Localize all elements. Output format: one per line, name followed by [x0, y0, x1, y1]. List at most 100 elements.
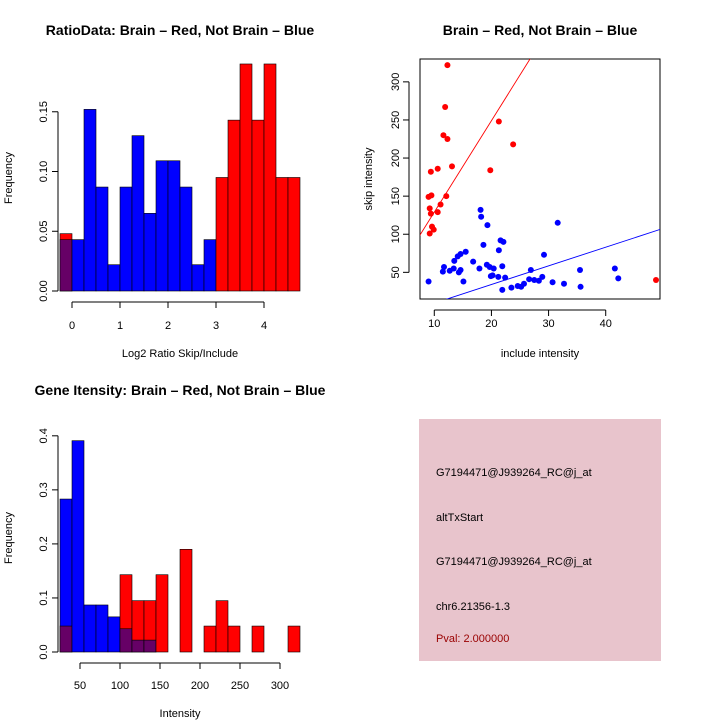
histogram-bar	[107, 616, 121, 653]
brain-point	[442, 104, 449, 110]
brain-point	[449, 163, 455, 170]
not-brain-point	[518, 283, 525, 290]
not-brain-point	[535, 277, 542, 284]
x-tick-label: 2	[165, 320, 171, 332]
x-tick-label: 40	[600, 318, 612, 330]
overlap-bar	[59, 625, 73, 653]
scatter-chart-title: Brain – Red, Not Brain – Blue	[443, 22, 638, 38]
y-tick-label: 100	[390, 225, 402, 243]
not-brain-point	[455, 269, 462, 276]
brain-point	[440, 132, 447, 139]
not-brain-point	[470, 258, 477, 265]
histogram-bar	[71, 239, 85, 292]
not-brain-point	[476, 265, 483, 272]
y-tick-label: 0.2	[38, 536, 50, 551]
not-brain-point	[454, 253, 461, 260]
not-brain-point	[577, 267, 583, 274]
brain-fit-line	[420, 59, 531, 236]
x-tick-label: 1	[117, 320, 123, 332]
brain-point	[443, 193, 450, 200]
histogram-bar	[119, 186, 133, 292]
not-brain-point	[539, 273, 546, 280]
not-brain-point	[446, 267, 453, 274]
info-box	[419, 419, 661, 661]
probe-id-text: G7194471@J939264_RC@j_at	[436, 467, 592, 479]
y-tick-label: 150	[390, 187, 402, 205]
y-tick-label: 0.3	[38, 482, 50, 497]
histogram-bar	[179, 549, 193, 653]
histogram-bar	[287, 625, 301, 653]
not-brain-point	[531, 276, 538, 283]
histogram-bar	[203, 239, 217, 292]
histogram-bar	[251, 625, 265, 653]
histogram-bar	[107, 264, 121, 292]
not-brain-point	[549, 279, 556, 286]
histogram-bar	[179, 186, 193, 292]
y-tick-label: 250	[390, 111, 402, 129]
x-tick-label: 300	[271, 680, 289, 692]
not-brain-point	[541, 251, 547, 258]
brain-point	[426, 205, 433, 212]
info-panel: G7194471@J939264_RC@j_at altTxStart G719…	[419, 419, 661, 661]
intensity-x-label: Intensity	[160, 708, 201, 720]
scatter-plot-frame	[419, 58, 661, 300]
probe-id-repeat-text: G7194471@J939264_RC@j_at	[436, 556, 592, 568]
brain-point	[426, 230, 433, 237]
histogram-bar	[263, 63, 277, 292]
brain-point	[444, 62, 451, 69]
not-brain-point	[526, 276, 533, 283]
not-brain-point	[490, 265, 497, 272]
histogram-bar	[95, 604, 109, 653]
intensity-histogram-panel: Gene Itensity: Brain – Red, Not Brain – …	[3, 382, 326, 720]
event-type-text: altTxStart	[436, 512, 483, 524]
not-brain-point	[495, 273, 502, 280]
pval-text: Pval: 2.000000	[436, 633, 509, 645]
brain-point	[487, 167, 494, 174]
x-tick-label: 30	[542, 318, 554, 330]
y-tick-label: 0.1	[38, 590, 50, 605]
brain-point	[425, 193, 432, 200]
intensity-bars	[59, 440, 301, 653]
y-tick-label: 0.05	[38, 221, 50, 242]
brain-point	[495, 118, 502, 125]
x-tick-label: 3	[213, 320, 219, 332]
ratio-y-axis: 0.00 0.05 0.10 0.15	[38, 101, 59, 302]
brain-point	[430, 226, 437, 233]
histogram-bar	[203, 625, 217, 653]
not-brain-point	[554, 219, 561, 226]
histogram-bar	[215, 177, 229, 292]
intensity-chart-title: Gene Itensity: Brain – Red, Not Brain – …	[35, 382, 326, 398]
brain-point	[427, 168, 434, 175]
histogram-bar	[167, 160, 181, 292]
not-brain-point	[480, 241, 487, 248]
not-brain-point	[527, 267, 534, 274]
histogram-bar	[287, 177, 301, 292]
brain-point	[444, 136, 451, 142]
not-brain-point	[477, 206, 484, 213]
x-tick-label: 50	[74, 680, 86, 692]
histogram-bar	[155, 160, 169, 292]
histogram-bar	[83, 604, 97, 653]
y-tick-label: 0.0	[38, 644, 50, 659]
scatter-x-axis: 10 20 30 40	[428, 309, 612, 330]
not-brain-point	[499, 286, 506, 293]
y-tick-label: 0.00	[38, 280, 50, 301]
x-tick-label: 0	[69, 320, 75, 332]
intensity-x-axis: 50 100 150 200 250 300	[74, 662, 289, 692]
not-brain-point	[508, 284, 515, 291]
histogram-bar	[251, 119, 265, 292]
not-brain-point	[500, 238, 507, 245]
overlap-bar	[143, 639, 157, 653]
brain-point	[437, 201, 444, 208]
brain-point	[434, 209, 441, 216]
not-brain-point	[425, 278, 432, 285]
y-tick-label: 200	[390, 149, 402, 167]
not-brain-point	[478, 213, 485, 220]
overlap-bar	[131, 639, 145, 653]
brain-point	[653, 276, 659, 283]
intensity-y-axis: 0.0 0.1 0.2 0.3 0.4	[38, 428, 59, 660]
x-tick-label: 10	[428, 318, 440, 330]
histogram-bar	[71, 440, 85, 653]
x-tick-label: 4	[261, 320, 267, 332]
overlap-bar	[119, 628, 133, 653]
